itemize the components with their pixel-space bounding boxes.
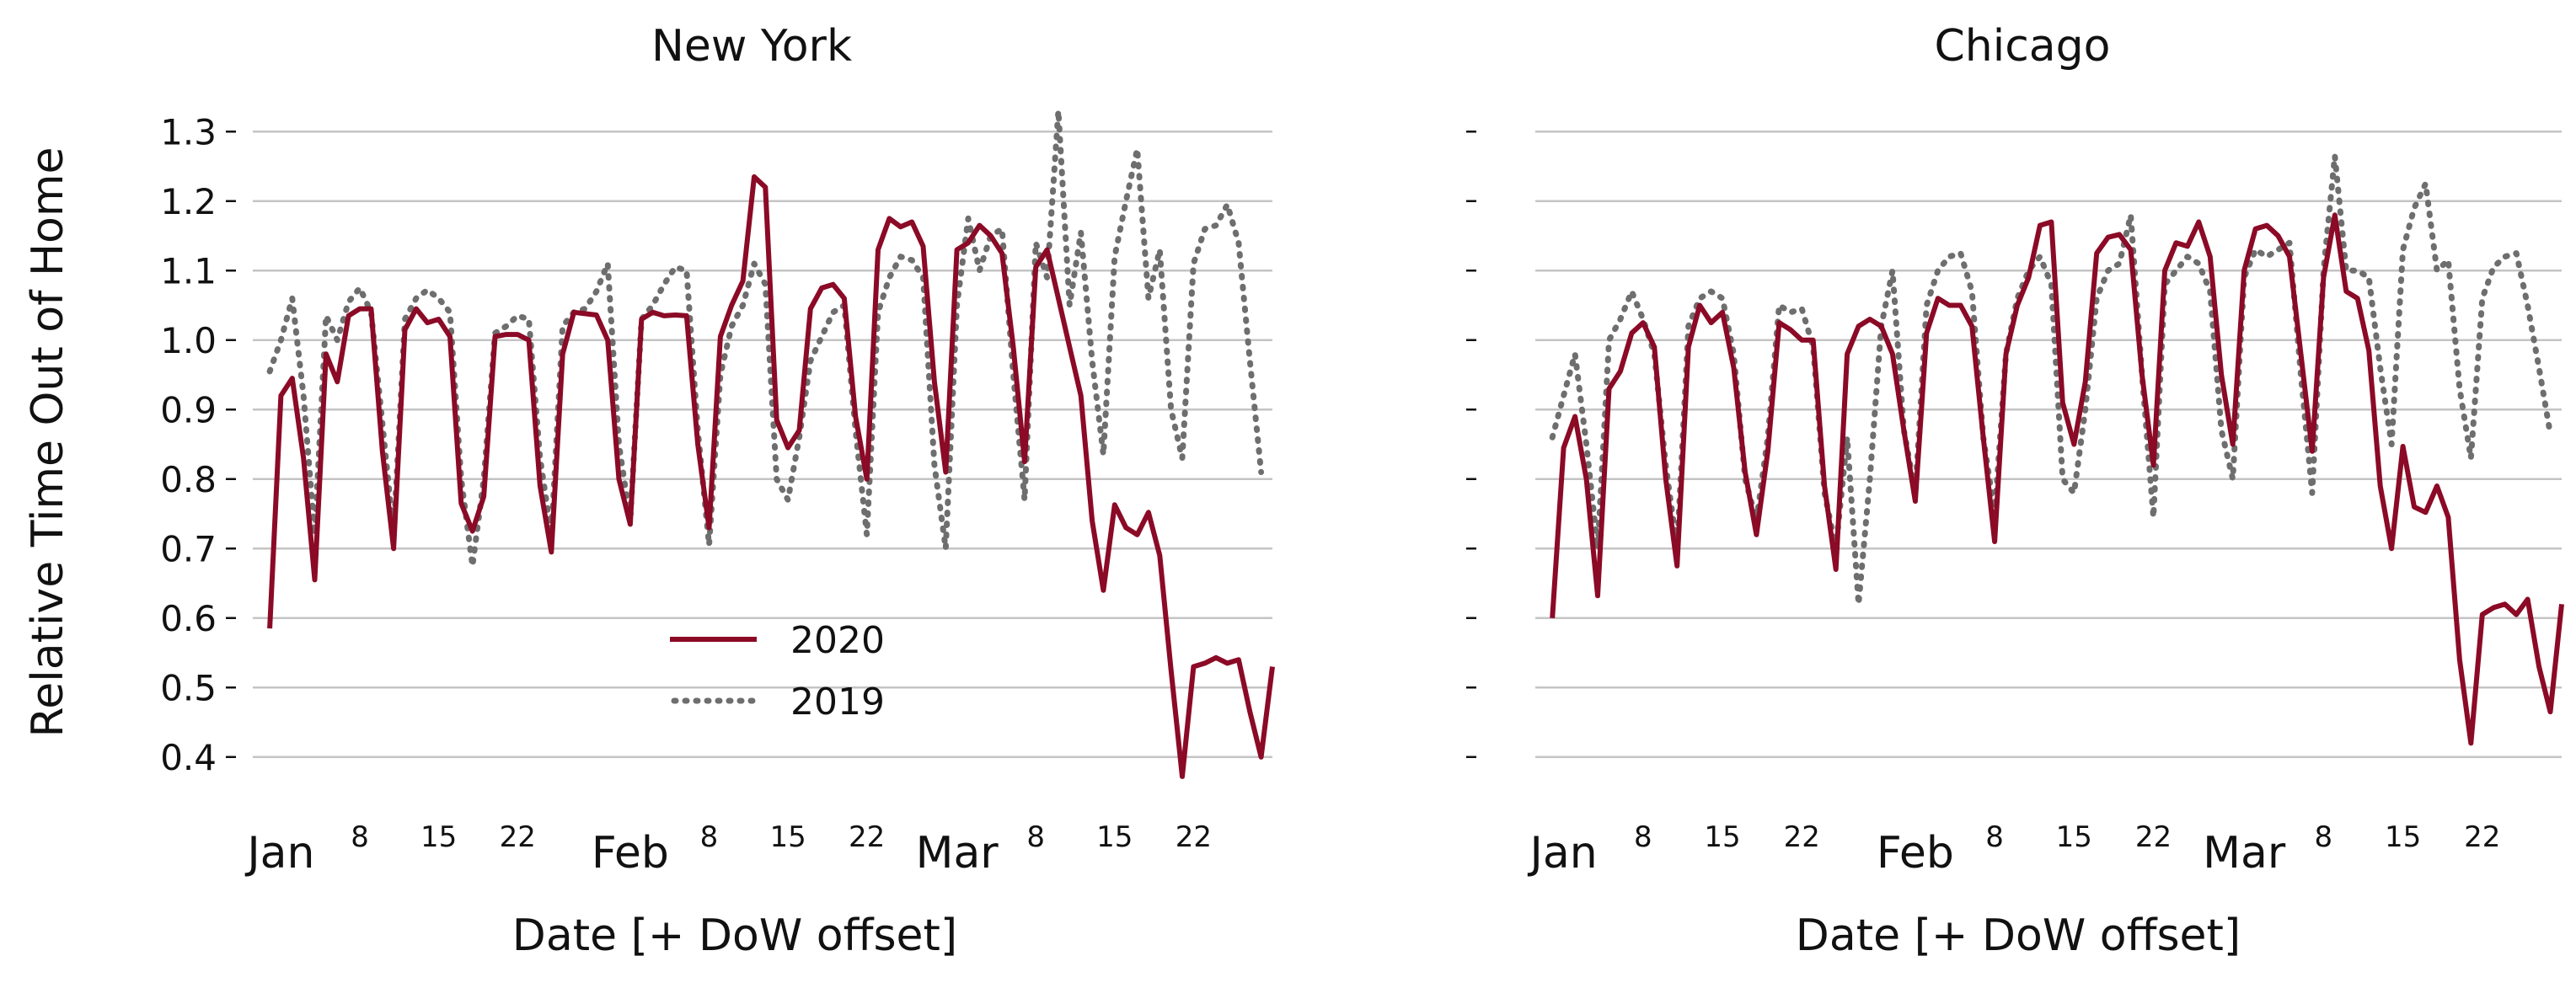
y-tick-label: 0.7 — [160, 528, 217, 569]
series-line-2019 — [1549, 152, 2553, 607]
x-tick-label-day: 22 — [2464, 820, 2500, 854]
series-lines — [266, 108, 1275, 779]
y-tick-label: 1.2 — [160, 181, 217, 222]
x-tick-label-month: Mar — [916, 828, 999, 879]
y-tick-label: 1.0 — [160, 320, 217, 361]
x-tick-label-day: 22 — [500, 820, 536, 854]
x-tick-label-day: 8 — [2315, 820, 2333, 854]
x-tick-label-day: 15 — [420, 820, 457, 854]
x-tick-label-day: 8 — [1026, 820, 1045, 854]
y-tick-label: 0.4 — [160, 737, 217, 778]
x-tick-label-day: 22 — [1176, 820, 1212, 854]
x-tick-label-day: 8 — [351, 820, 369, 854]
gridlines — [253, 131, 1272, 758]
x-tick-label-day: 22 — [1784, 820, 1820, 854]
y-tick-label: 0.6 — [160, 598, 217, 639]
x-tick-label-month: Mar — [2203, 828, 2286, 879]
y-axis-label: Relative Time Out of Home — [23, 147, 73, 737]
y-tick-label: 0.8 — [160, 459, 217, 500]
x-tick-label-month: Jan — [1528, 828, 1598, 879]
series-line-2020 — [1550, 212, 2564, 746]
panel-chicago: Jan 8 15 22 Feb 8 15 22 Mar 8 15 22 Chicago Date [+… — [1466, 21, 2564, 961]
legend-label-2020: 2020 — [790, 619, 885, 662]
y-tick-label: 0.5 — [160, 667, 217, 708]
x-tick-label-day: 22 — [2135, 820, 2172, 854]
x-axis-label: Date [+ DoW offset] — [512, 911, 957, 961]
x-axis-ticks: Jan 8 15 22 Feb 8 15 22 Mar 8 15 22 — [244, 820, 1212, 879]
x-tick-label-month: Jan — [244, 828, 314, 879]
x-tick-label-day: 8 — [1634, 820, 1652, 854]
y-tick-label: 0.9 — [160, 389, 217, 430]
x-tick-label-month: Feb — [1877, 828, 1954, 879]
x-tick-label-day: 15 — [1096, 820, 1133, 854]
x-tick-label-day: 15 — [2385, 820, 2421, 854]
legend: 2020 2019 — [670, 619, 885, 724]
x-tick-label-day: 8 — [700, 820, 719, 854]
gridlines — [1535, 131, 2562, 758]
chart-title: Chicago — [1935, 21, 2111, 72]
x-tick-label-day: 15 — [1704, 820, 1740, 854]
x-tick-label-day: 8 — [1985, 820, 2004, 854]
x-tick-label-day: 15 — [769, 820, 806, 854]
series-line-2020 — [267, 174, 1275, 779]
x-tick-label-day: 22 — [849, 820, 885, 854]
y-tick-label: 1.1 — [160, 250, 217, 291]
y-axis-ticks: 0.4 0.5 0.6 0.7 0.8 0.9 1.0 1.1 1.2 1.3 — [160, 111, 236, 778]
y-axis-ticks — [1466, 131, 1476, 758]
x-tick-label-day: 15 — [2056, 820, 2092, 854]
chart-title: New York — [651, 21, 852, 72]
legend-label-2019: 2019 — [790, 681, 885, 724]
series-lines — [1549, 152, 2564, 746]
panel-new-york: 0.4 0.5 0.6 0.7 0.8 0.9 1.0 1.1 1.2 1.3 Jan 8 15 22 F… — [23, 21, 1275, 961]
x-axis-ticks: Jan 8 15 22 Feb 8 15 22 Mar 8 15 22 — [1528, 820, 2501, 879]
series-line-2019 — [266, 108, 1265, 569]
y-tick-label: 1.3 — [160, 111, 217, 152]
x-tick-label-month: Feb — [592, 828, 669, 879]
x-axis-label: Date [+ DoW offset] — [1796, 911, 2241, 961]
